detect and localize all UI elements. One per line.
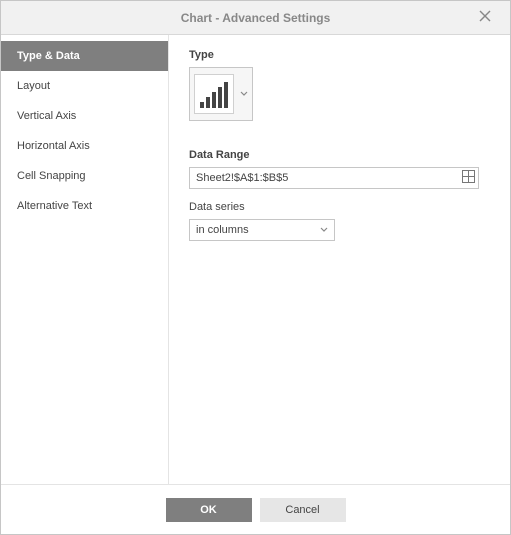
data-series-select[interactable]: in columns <box>189 219 335 241</box>
dialog-title: Chart - Advanced Settings <box>181 11 331 25</box>
sidebar-item-label: Type & Data <box>17 50 80 62</box>
sidebar-item-type-data[interactable]: Type & Data <box>1 41 168 71</box>
type-label: Type <box>189 49 494 61</box>
sidebar-item-horizontal-axis[interactable]: Horizontal Axis <box>1 131 168 161</box>
content-panel: Type Data Range <box>169 35 510 484</box>
sidebar-item-label: Alternative Text <box>17 200 92 212</box>
data-series-label: Data series <box>189 201 494 213</box>
range-selector-icon <box>462 170 475 186</box>
data-series-value: in columns <box>196 224 249 236</box>
close-button[interactable] <box>468 1 502 35</box>
data-range-input[interactable] <box>189 167 479 189</box>
chart-type-selector[interactable] <box>189 67 253 121</box>
data-series-section: Data series in columns <box>189 201 494 241</box>
cancel-button[interactable]: Cancel <box>260 498 346 522</box>
ok-button[interactable]: OK <box>166 498 252 522</box>
sidebar-item-label: Horizontal Axis <box>17 140 90 152</box>
sidebar: Type & Data Layout Vertical Axis Horizon… <box>1 35 169 484</box>
sidebar-item-vertical-axis[interactable]: Vertical Axis <box>1 101 168 131</box>
dialog-body: Type & Data Layout Vertical Axis Horizon… <box>1 35 510 484</box>
data-range-label: Data Range <box>189 149 494 161</box>
sidebar-item-label: Cell Snapping <box>17 170 86 182</box>
sidebar-item-cell-snapping[interactable]: Cell Snapping <box>1 161 168 191</box>
advanced-settings-dialog: Chart - Advanced Settings Type & Data La… <box>0 0 511 535</box>
sidebar-item-alternative-text[interactable]: Alternative Text <box>1 191 168 221</box>
button-label: Cancel <box>285 504 319 516</box>
chevron-down-icon <box>240 89 248 100</box>
button-label: OK <box>200 504 217 516</box>
data-range-input-wrap <box>189 167 479 189</box>
close-icon <box>479 9 491 27</box>
sidebar-item-label: Vertical Axis <box>17 110 76 122</box>
data-range-section: Data Range <box>189 149 494 189</box>
select-range-button[interactable] <box>459 169 477 187</box>
chevron-down-icon <box>320 225 328 236</box>
sidebar-item-layout[interactable]: Layout <box>1 71 168 101</box>
sidebar-item-label: Layout <box>17 80 50 92</box>
titlebar: Chart - Advanced Settings <box>1 1 510 35</box>
dialog-footer: OK Cancel <box>1 484 510 534</box>
type-section: Type <box>189 49 494 121</box>
bar-chart-icon <box>194 74 234 114</box>
